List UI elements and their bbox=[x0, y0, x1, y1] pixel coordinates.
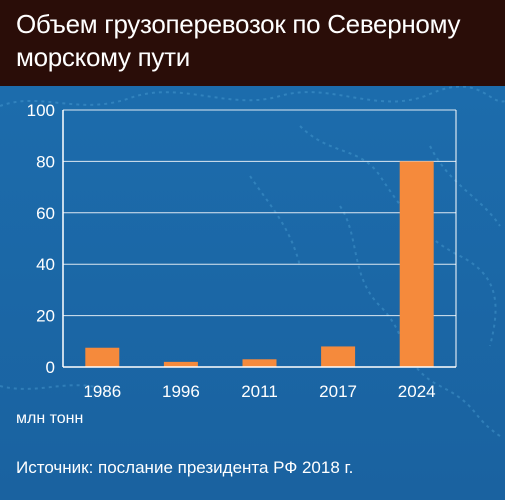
bar bbox=[163, 361, 198, 367]
chart-title: Объем грузоперевозок по Северному морско… bbox=[16, 9, 461, 72]
y-tick-label: 20 bbox=[36, 307, 55, 326]
bar bbox=[321, 346, 356, 367]
x-tick-label: 1986 bbox=[83, 382, 121, 401]
y-tick-label: 60 bbox=[36, 204, 55, 223]
title-bar: Объем грузоперевозок по Северному морско… bbox=[0, 0, 505, 86]
x-tick-label: 1996 bbox=[162, 382, 200, 401]
unit-label: млн тонн bbox=[16, 410, 84, 427]
x-tick-label: 2024 bbox=[398, 382, 436, 401]
y-tick-label: 40 bbox=[36, 255, 55, 274]
x-tick-label: 2017 bbox=[319, 382, 357, 401]
x-tick-label: 2011 bbox=[241, 382, 278, 401]
source-note: Источник: послание президента РФ 2018 г. bbox=[16, 458, 354, 477]
bar bbox=[85, 347, 120, 367]
bar bbox=[242, 359, 277, 367]
bar bbox=[399, 161, 434, 367]
y-tick-label: 80 bbox=[36, 152, 55, 171]
y-tick-label: 100 bbox=[27, 101, 55, 120]
y-tick-label: 0 bbox=[46, 358, 55, 377]
